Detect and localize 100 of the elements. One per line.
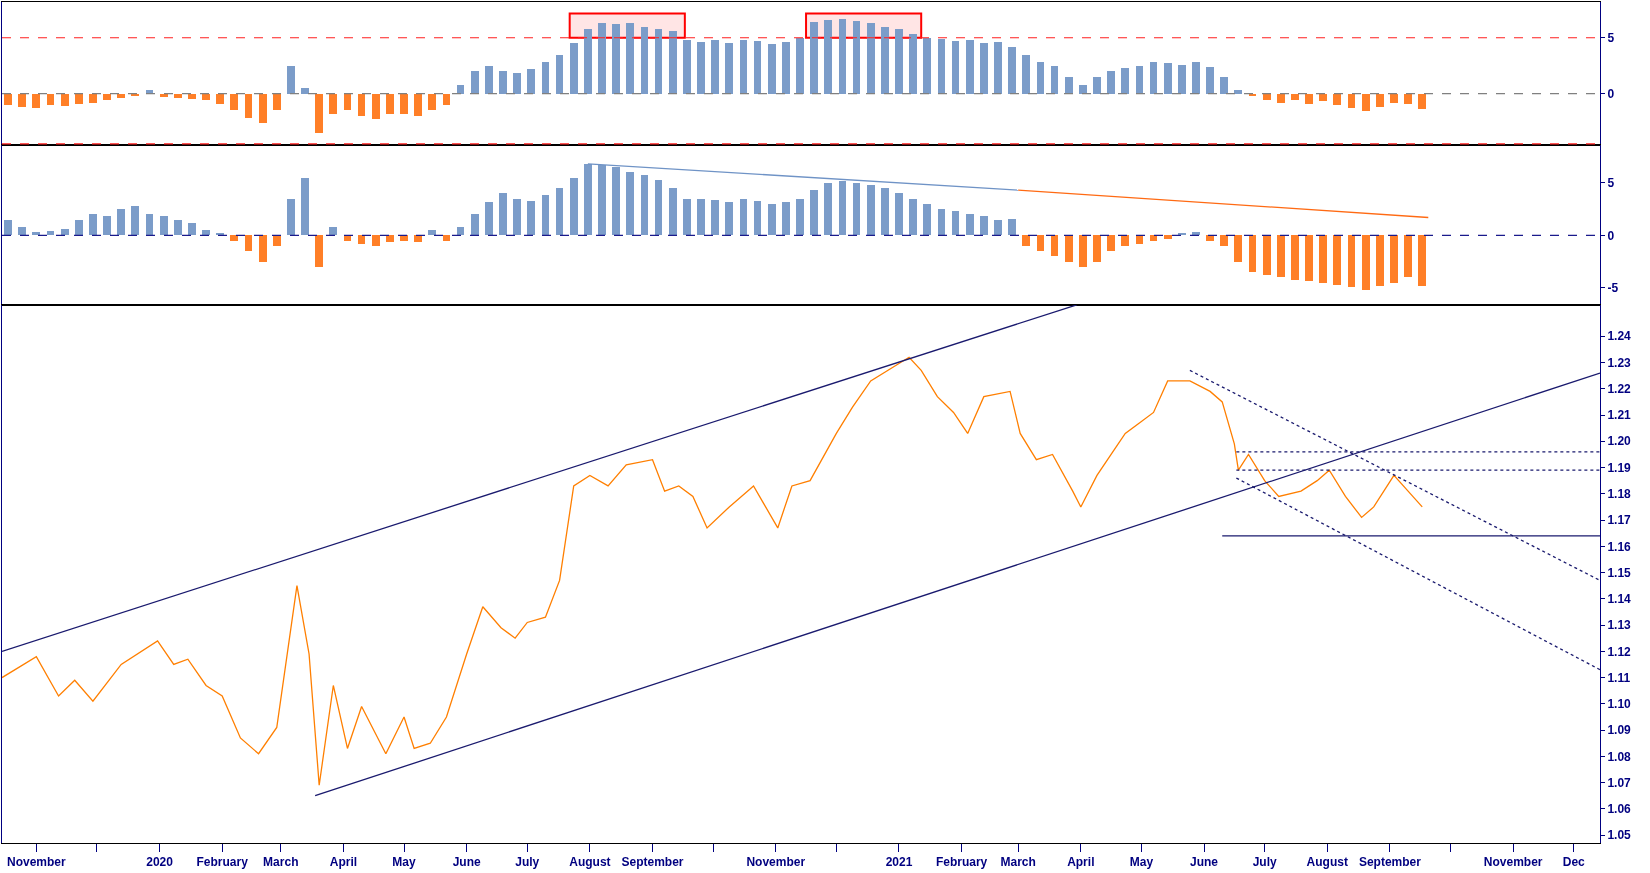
bar — [711, 40, 719, 94]
x-tick-label: August — [1306, 855, 1348, 870]
bar — [740, 198, 747, 235]
bar — [471, 213, 479, 235]
bar — [287, 198, 295, 235]
bar — [867, 23, 875, 94]
bar — [1037, 62, 1044, 94]
bar — [329, 226, 337, 235]
x-tick-label: 2021 — [885, 855, 913, 870]
bar — [1234, 90, 1242, 94]
bar — [273, 94, 281, 110]
bar — [1291, 234, 1299, 280]
y-tick-label: 1.13 — [1607, 618, 1632, 633]
bar — [1376, 94, 1384, 107]
bar — [740, 40, 747, 94]
bar — [1178, 232, 1186, 235]
bar — [1192, 231, 1200, 235]
bar — [1305, 234, 1313, 281]
x-tick-label: February — [935, 855, 988, 870]
bar — [1121, 234, 1129, 246]
bar — [372, 234, 380, 246]
bar — [1008, 218, 1016, 235]
y-tick-label: 1.18 — [1607, 487, 1632, 501]
bar — [174, 94, 182, 98]
bar — [499, 192, 507, 235]
y-tick-label: 1.15 — [1607, 565, 1632, 580]
bar — [1390, 234, 1398, 283]
bar — [584, 29, 592, 94]
bar — [938, 39, 945, 94]
x-tick-label: July — [515, 855, 540, 870]
bar — [909, 34, 917, 94]
bar — [1065, 77, 1073, 94]
bar — [1333, 94, 1341, 105]
bar — [1376, 234, 1384, 286]
bar — [4, 94, 12, 105]
bar — [1277, 234, 1285, 277]
bar — [1022, 55, 1030, 94]
bar — [570, 177, 578, 235]
bar — [315, 234, 323, 267]
x-tick-label: September — [621, 855, 684, 870]
y-tick-label: 5 — [1607, 30, 1615, 45]
bar — [1319, 94, 1327, 101]
y-tick-label: 1.21 — [1607, 408, 1632, 423]
y-tick-label: 1.16 — [1607, 539, 1632, 554]
bar — [1234, 234, 1242, 262]
bar — [372, 94, 380, 119]
bar — [1107, 71, 1115, 94]
bar — [1164, 234, 1172, 239]
bar — [315, 94, 323, 133]
bar — [1263, 234, 1271, 275]
bar — [4, 219, 12, 235]
bar — [641, 174, 648, 235]
bar — [18, 94, 26, 107]
bar — [1220, 77, 1228, 94]
x-tick-label: Dec — [1562, 855, 1586, 870]
x-tick-label: September — [1358, 855, 1422, 870]
bar — [570, 43, 578, 94]
bar — [966, 40, 974, 94]
bar — [117, 208, 125, 235]
bar — [1136, 66, 1143, 94]
y-tick-label: 1.09 — [1607, 723, 1632, 738]
bar — [188, 94, 196, 99]
y-tick-label: 1.11 — [1607, 670, 1631, 685]
y-tick-label: -5 — [1607, 281, 1619, 296]
y-tick-label: 0 — [1607, 228, 1615, 243]
bar — [1164, 63, 1172, 94]
bar — [895, 192, 903, 235]
x-tick-label: November — [746, 855, 806, 870]
bar — [556, 55, 563, 94]
bar — [909, 198, 917, 235]
bar — [1220, 234, 1228, 246]
x-tick-label: March — [263, 855, 299, 870]
bar — [18, 226, 26, 235]
bar — [725, 43, 733, 94]
bar — [669, 187, 677, 235]
bar — [47, 94, 54, 105]
bar — [697, 42, 705, 94]
bar — [1121, 68, 1129, 94]
y-tick-label: 1.17 — [1607, 513, 1632, 528]
bar — [1319, 234, 1327, 283]
bar — [1348, 94, 1355, 108]
bar — [923, 203, 931, 235]
bar — [952, 210, 959, 235]
bar — [1418, 234, 1426, 286]
bar — [966, 213, 974, 235]
bar — [768, 203, 776, 235]
bar — [61, 94, 69, 106]
bar — [245, 94, 252, 118]
bar — [1291, 94, 1299, 100]
bar — [1065, 234, 1073, 262]
bar — [1263, 94, 1271, 100]
bar — [89, 94, 97, 103]
bar — [810, 22, 818, 94]
bar — [1051, 234, 1058, 256]
bar — [542, 62, 549, 94]
bar — [542, 194, 549, 235]
x-tick-label: February — [196, 855, 249, 870]
bar — [245, 234, 252, 251]
bar — [782, 42, 790, 94]
y-tick-label: 1.10 — [1607, 697, 1632, 712]
